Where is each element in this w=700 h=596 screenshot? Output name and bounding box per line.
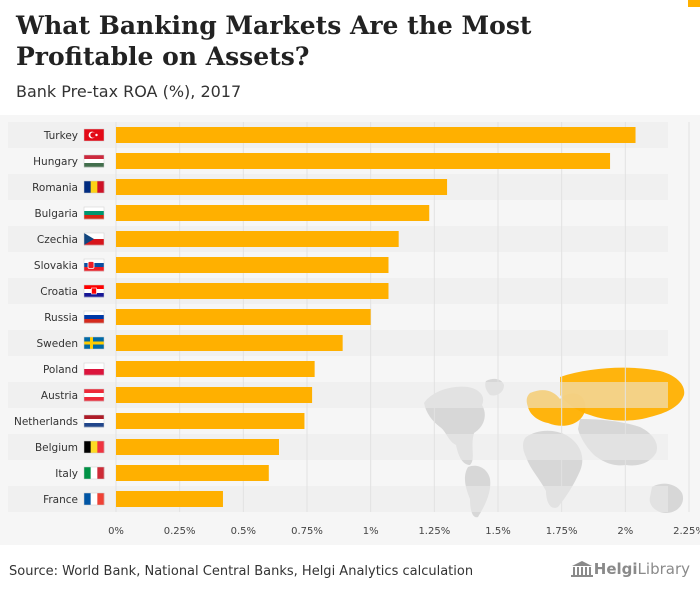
bar	[116, 309, 371, 325]
row-stripes	[8, 122, 668, 512]
bar	[116, 491, 223, 507]
x-tick-label: 2%	[617, 526, 633, 537]
category-label: France	[43, 494, 78, 506]
category-label: Hungary	[33, 156, 78, 168]
row-stripe	[8, 382, 668, 408]
bar	[116, 361, 315, 377]
x-tick-label: 2.25%	[673, 526, 700, 537]
flag-bulgaria-icon	[83, 206, 105, 220]
bar	[116, 231, 399, 247]
flag-romania-icon	[83, 180, 105, 194]
brand-name: HelgiLibrary	[594, 560, 690, 578]
category-label: Russia	[44, 312, 78, 324]
country-flags	[83, 128, 105, 506]
bar	[116, 283, 389, 299]
bar	[116, 335, 343, 351]
flag-slovakia-icon	[83, 258, 105, 272]
category-label: Croatia	[40, 286, 78, 298]
bar	[116, 439, 279, 455]
x-tick-label: 1.75%	[546, 526, 578, 537]
bar	[116, 257, 389, 273]
category-label: Belgium	[35, 442, 78, 454]
source-note: Source: World Bank, National Central Ban…	[9, 564, 474, 579]
bar	[116, 465, 269, 481]
x-tick-label: 0.5%	[231, 526, 256, 537]
helgi-library-logo: HelgiLibrary	[570, 560, 690, 578]
category-label: Czechia	[37, 234, 78, 246]
x-axis-ticks: 0% 0.25% 0.5% 0.75% 1% 1.25% 1.5% 1.75% 2% 2.25%	[108, 526, 700, 537]
x-tick-label: 1%	[363, 526, 379, 537]
bars	[116, 127, 636, 507]
category-labels: Turkey Hungary Romania Bulgaria Czechia Slova…	[14, 130, 78, 506]
category-label: Turkey	[43, 130, 78, 142]
flag-italy-icon	[83, 466, 105, 480]
flag-sweden-icon	[83, 336, 105, 350]
category-label: Netherlands	[14, 416, 78, 428]
chart-panel: Turkey Hungary Romania Bulgaria Czechia Slova…	[0, 115, 700, 545]
building-columns-icon	[570, 561, 593, 577]
flag-croatia-icon	[83, 284, 105, 298]
category-label: Romania	[32, 182, 78, 194]
category-label: Slovakia	[34, 260, 78, 272]
x-tick-label: 0%	[108, 526, 124, 537]
bar	[116, 205, 430, 221]
bar-chart: Turkey Hungary Romania Bulgaria Czechia Slova…	[8, 122, 700, 537]
category-label: Sweden	[37, 338, 79, 350]
category-label: Bulgaria	[34, 208, 78, 220]
bar	[116, 153, 611, 169]
flag-russia-icon	[83, 310, 105, 324]
accent-strip	[688, 0, 700, 7]
chart-subtitle: Bank Pre-tax ROA (%), 2017	[16, 82, 242, 101]
brand-name-bold: Helgi	[593, 560, 638, 578]
x-tick-label: 1.5%	[485, 526, 510, 537]
bar	[116, 387, 313, 403]
flag-france-icon	[83, 492, 105, 506]
row-stripe	[8, 434, 668, 460]
flag-austria-icon	[83, 388, 105, 402]
flag-czechia-icon	[83, 232, 105, 246]
row-stripe	[8, 486, 668, 512]
flag-belgium-icon	[83, 440, 105, 454]
flag-hungary-icon	[83, 154, 105, 168]
flag-netherlands-icon	[83, 414, 105, 428]
bar	[116, 179, 448, 195]
flag-turkey-icon	[83, 128, 105, 142]
category-label: Austria	[41, 390, 78, 402]
brand-name-regular: Library	[637, 560, 690, 578]
bar	[116, 127, 636, 143]
chart-title: What Banking Markets Are the Most Profit…	[16, 11, 532, 71]
category-label: Poland	[43, 364, 78, 376]
category-label: Italy	[55, 468, 78, 480]
x-tick-label: 0.75%	[291, 526, 323, 537]
bar	[116, 413, 305, 429]
flag-poland-icon	[83, 362, 105, 376]
footer	[0, 545, 700, 596]
x-tick-label: 0.25%	[164, 526, 196, 537]
x-tick-label: 1.25%	[418, 526, 450, 537]
